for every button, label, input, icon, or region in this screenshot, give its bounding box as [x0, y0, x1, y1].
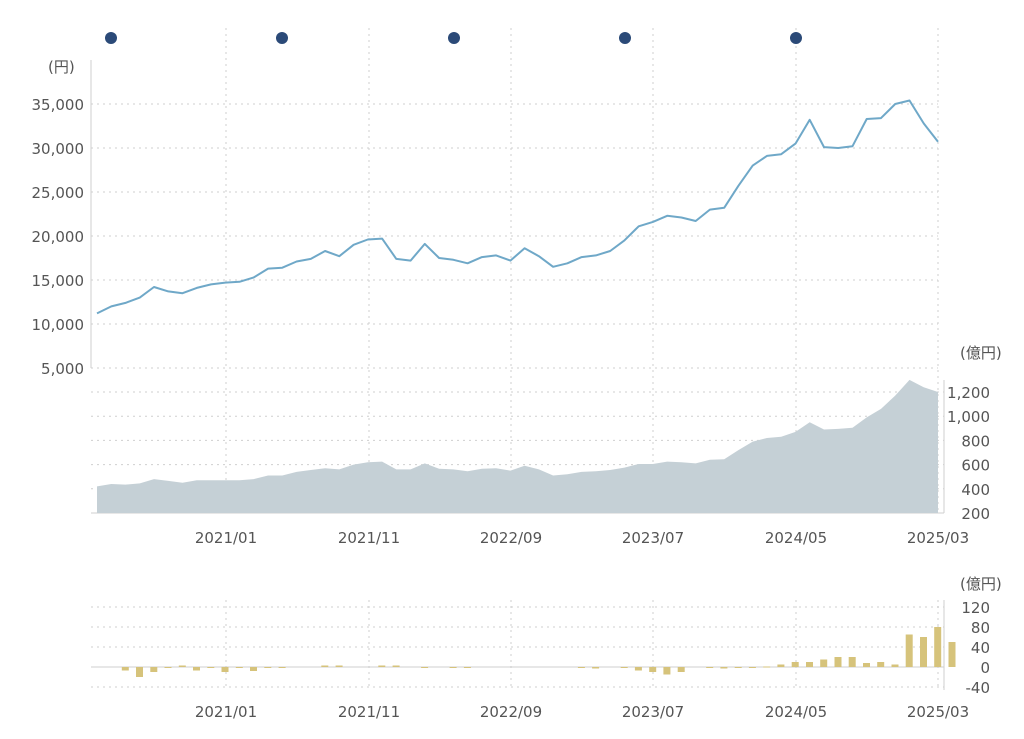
flow-bar: [321, 665, 329, 667]
aum-area: [97, 379, 938, 513]
flow-bar: [720, 667, 728, 669]
price-line: [96, 99, 939, 315]
flow-bar: [463, 667, 471, 668]
flow-y-tick-label: 0: [980, 659, 990, 677]
aum-y-tick-label: 400: [961, 481, 990, 499]
flow-bar: [677, 667, 685, 672]
flow-bar: [620, 667, 628, 668]
price-y-tick-label: 15,000: [32, 272, 85, 290]
flow-bar: [777, 664, 785, 667]
flow-bar: [235, 667, 243, 668]
x-tick-label-upper: 2025/03: [907, 529, 969, 547]
flow-bar: [136, 667, 143, 677]
flow-bar: [392, 665, 400, 667]
x-tick-label-lower: 2025/03: [907, 703, 969, 721]
flow-bar: [449, 667, 457, 668]
flow-bar: [150, 667, 158, 672]
flow-bar: [791, 662, 799, 667]
flow-y-tick-label: 40: [971, 639, 990, 657]
aum-y-tick-label: 1,200: [947, 384, 990, 402]
aum-y-tick-label: 200: [961, 505, 990, 523]
x-tick-label-upper: 2023/07: [622, 529, 684, 547]
flow-bar: [934, 627, 942, 667]
price-y-tick-label: 10,000: [32, 316, 85, 334]
aum-unit-label: (億円): [960, 344, 1002, 362]
price-unit-label: (円): [48, 58, 75, 76]
flow-bar: [734, 667, 742, 668]
grid-layer: [90, 28, 945, 690]
price-y-tick-label: 5,000: [41, 360, 84, 378]
flow-bar: [863, 663, 870, 667]
flow-bar: [905, 634, 913, 667]
flow-bar: [706, 667, 714, 668]
x-tick-label-upper: 2022/09: [480, 529, 542, 547]
price-y-tick-label: 35,000: [32, 96, 85, 114]
flow-bar: [948, 642, 956, 667]
flow-bar: [891, 664, 899, 667]
aum-y-tick-label: 800: [961, 432, 990, 450]
flow-bar: [335, 665, 343, 667]
x-tick-label-lower: 2022/09: [480, 703, 542, 721]
flow-bar: [164, 667, 172, 668]
flow-bar: [577, 667, 585, 668]
event-marker: [448, 32, 460, 44]
aum-area-layer: [97, 379, 938, 513]
x-tick-label-lower: 2024/05: [765, 703, 827, 721]
flow-unit-label: (億円): [960, 575, 1002, 593]
flow-bar: [649, 667, 657, 672]
flow-bar: [820, 659, 828, 667]
flow-bar: [378, 665, 386, 667]
price-line-layer: [96, 99, 939, 315]
flow-y-tick-label: -40: [966, 679, 991, 697]
x-tick-label-lower: 2023/07: [622, 703, 684, 721]
flow-bar: [806, 662, 813, 667]
flow-bar: [193, 667, 200, 671]
flow-bar: [221, 667, 229, 672]
flow-y-tick-label: 80: [971, 619, 990, 637]
label-layer: 35,000 30,000 25,000 20,000 15,000 10,000 5,00…: [32, 96, 991, 721]
marker-layer: [105, 32, 802, 44]
flow-bar: [634, 667, 642, 671]
flow-y-tick-label: 120: [961, 599, 990, 617]
aum-y-tick-label: 1,000: [947, 408, 990, 426]
flow-bar: [278, 667, 286, 668]
flow-bar: [848, 657, 856, 667]
flow-bar: [748, 667, 756, 668]
flow-bar: [421, 667, 429, 668]
x-tick-label-upper: 2024/05: [765, 529, 827, 547]
x-tick-label-upper: 2021/11: [338, 529, 400, 547]
flow-bar: [877, 662, 885, 667]
flow-bar: [207, 667, 215, 668]
aum-y-tick-label: 600: [961, 457, 990, 475]
price-y-tick-label: 30,000: [32, 140, 85, 158]
flow-bar: [264, 667, 272, 668]
flow-bar: [834, 657, 842, 667]
flow-bar: [763, 666, 771, 668]
event-marker: [790, 32, 802, 44]
flow-bar: [592, 667, 600, 669]
flow-bar: [121, 667, 129, 671]
flow-bar: [178, 665, 186, 667]
x-tick-label-upper: 2021/01: [195, 529, 257, 547]
event-marker: [105, 32, 117, 44]
event-marker: [619, 32, 631, 44]
flow-bar: [250, 667, 257, 671]
x-tick-label-lower: 2021/01: [195, 703, 257, 721]
flow-bar: [663, 667, 671, 675]
x-tick-label-lower: 2021/11: [338, 703, 400, 721]
flow-bar: [920, 637, 927, 667]
price-y-tick-label: 25,000: [32, 184, 85, 202]
flow-bar-layer: [121, 627, 956, 677]
event-marker: [276, 32, 288, 44]
price-y-tick-label: 20,000: [32, 228, 85, 246]
